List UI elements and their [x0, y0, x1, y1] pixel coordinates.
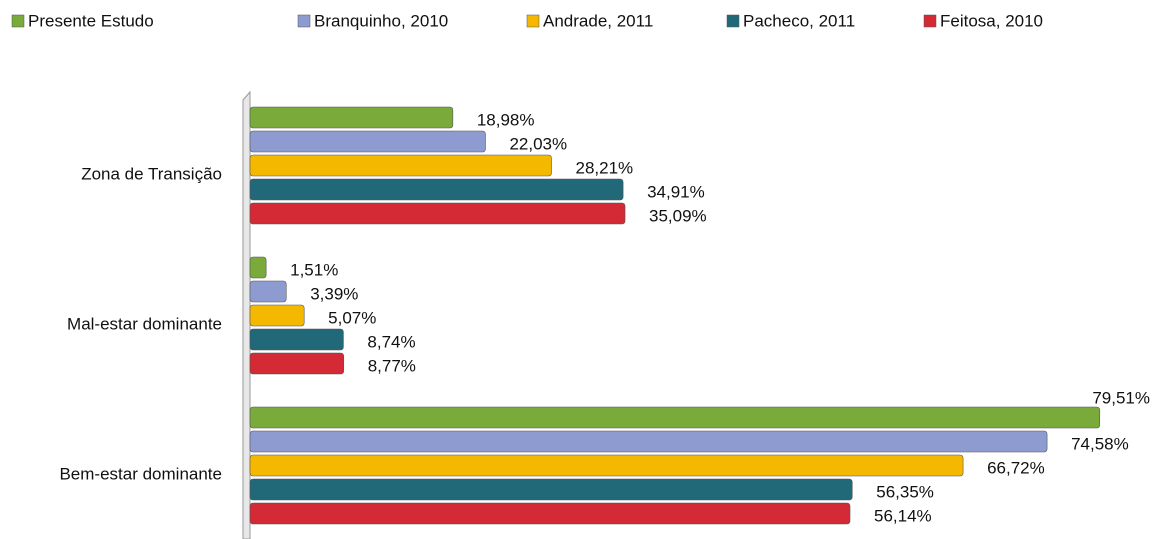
value-label: 8,77%: [368, 356, 416, 375]
bar: [249, 178, 624, 201]
value-label: 74,58%: [1071, 434, 1129, 453]
value-label: 28,21%: [575, 158, 633, 177]
value-label: 66,72%: [987, 458, 1045, 477]
bar: [249, 352, 345, 375]
value-label: 22,03%: [509, 134, 567, 153]
bar: [249, 454, 964, 477]
legend-label: Feitosa, 2010: [940, 11, 1043, 30]
bar: [249, 304, 305, 327]
category-label: Zona de Transição: [81, 164, 222, 183]
bar: [249, 328, 344, 351]
bar: [249, 280, 287, 303]
bar: [249, 478, 853, 501]
bar: [249, 106, 454, 129]
bar: [249, 502, 851, 525]
bar: [249, 406, 1101, 429]
bar: [249, 154, 552, 177]
value-label: 35,09%: [649, 206, 707, 225]
legend-swatch: [11, 14, 25, 28]
legend-label: Branquinho, 2010: [314, 11, 448, 30]
value-label: 3,39%: [310, 284, 358, 303]
bar: [249, 130, 486, 153]
legend-label: Andrade, 2011: [543, 11, 653, 30]
value-label: 5,07%: [328, 308, 376, 327]
legend-swatch: [297, 14, 311, 28]
legend-label: Presente Estudo: [28, 11, 154, 30]
bar: [249, 430, 1048, 453]
legend-swatch: [526, 14, 540, 28]
value-label: 18,98%: [477, 110, 535, 129]
category-label: Mal-estar dominante: [67, 314, 222, 333]
legend-label: Pacheco, 2011: [743, 11, 855, 30]
value-label: 56,14%: [874, 506, 932, 525]
value-label: 8,74%: [367, 332, 415, 351]
axis-wall: [242, 90, 251, 539]
bar: [249, 256, 267, 279]
value-label: 34,91%: [647, 182, 705, 201]
legend-swatch: [923, 14, 937, 28]
legend-swatch: [726, 14, 740, 28]
value-label: 56,35%: [876, 482, 934, 501]
value-label: 79,51%: [1092, 388, 1150, 407]
bar: [249, 202, 626, 225]
category-label: Bem-estar dominante: [59, 464, 222, 483]
value-label: 1,51%: [290, 260, 338, 279]
